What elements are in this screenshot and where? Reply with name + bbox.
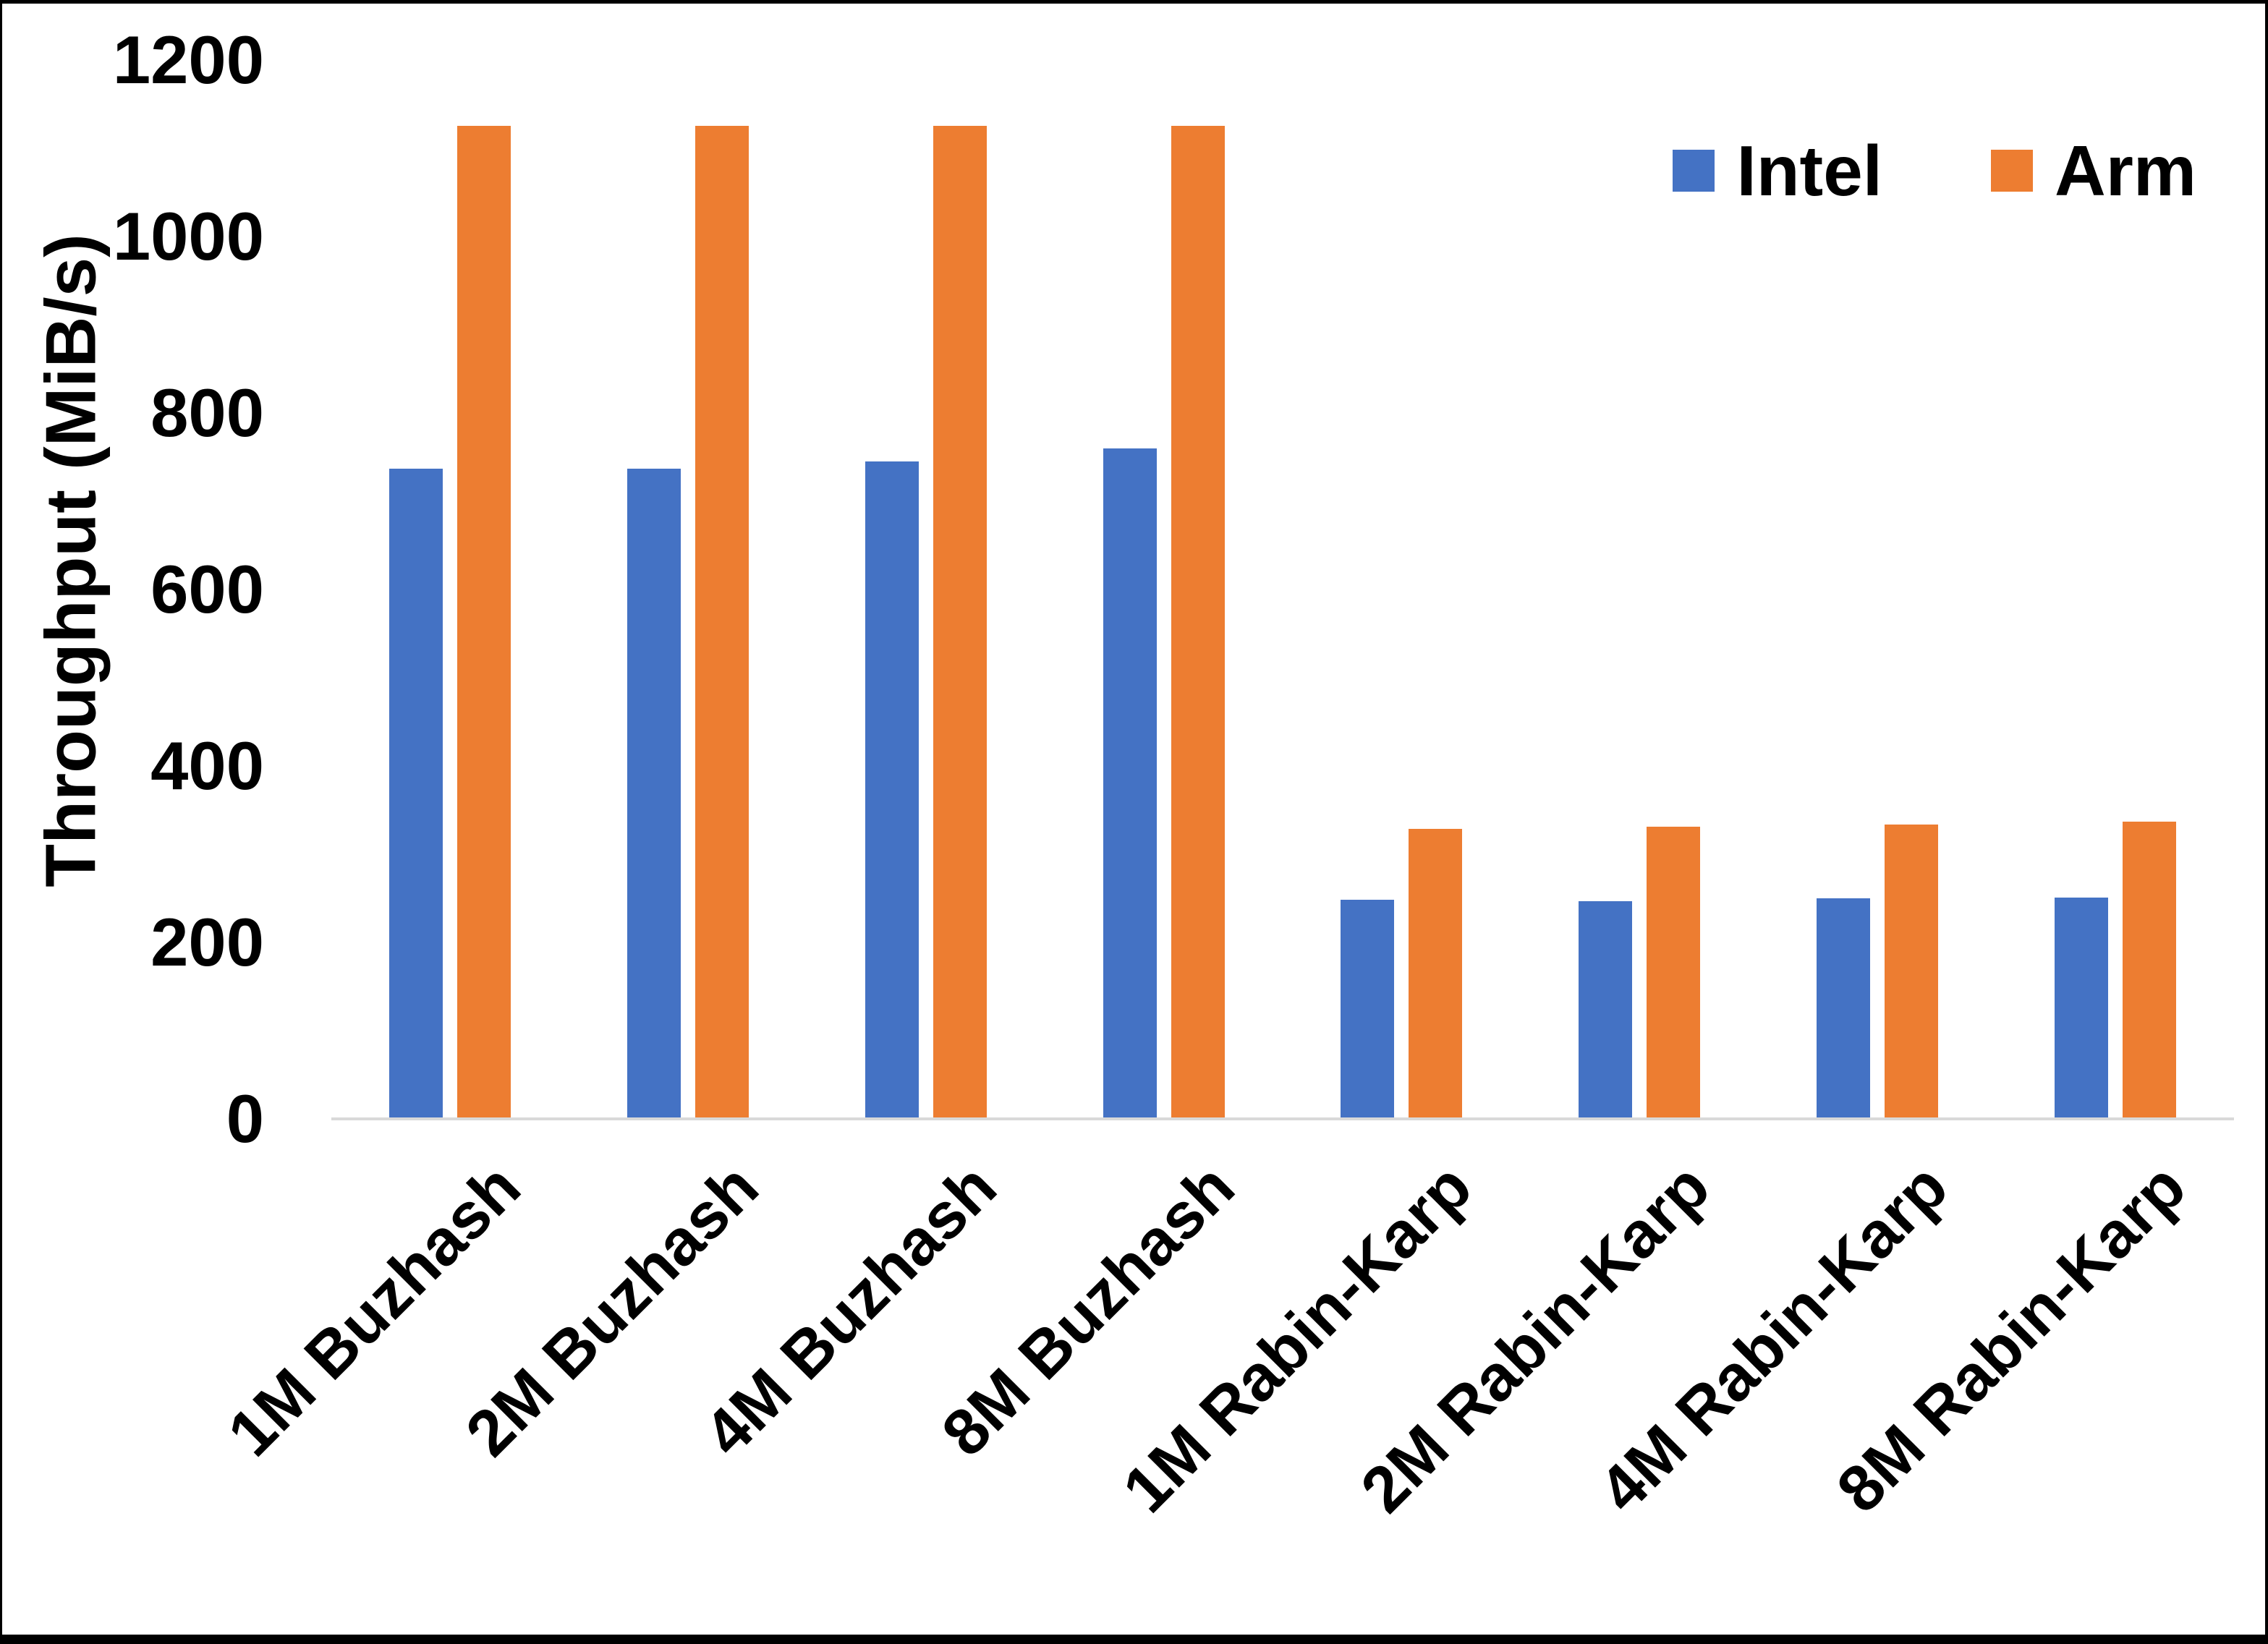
y-tick-label-400: 400 (150, 728, 264, 804)
bar-intel-2m-rabin-karp (1579, 901, 1632, 1119)
y-tick-label-600: 600 (150, 551, 264, 627)
bar-intel-1m-buzhash (389, 469, 443, 1119)
bar-arm-2m-rabin-karp (1647, 827, 1700, 1119)
legend-item-intel: Intel (1673, 135, 1882, 206)
arm-legend-swatch-icon (1990, 150, 2033, 192)
y-tick-label-0: 0 (226, 1081, 264, 1157)
legend-item-arm: Arm (1990, 131, 2196, 210)
bar-arm-2m-buzhash (695, 126, 749, 1119)
bar-arm-8m-rabin-karp (2123, 822, 2176, 1119)
x-axis-line (331, 1117, 2234, 1120)
y-tick-label-200: 200 (150, 904, 264, 980)
bar-arm-1m-rabin-karp (1409, 829, 1462, 1119)
bar-intel-8m-rabin-karp (2055, 898, 2108, 1119)
y-tick-label-1000: 1000 (112, 198, 264, 274)
bar-arm-4m-rabin-karp (1885, 825, 1938, 1119)
bar-arm-8m-buzhash (1171, 126, 1225, 1119)
bar-intel-8m-buzhash (1103, 448, 1157, 1119)
intel-legend-label: Intel (1736, 131, 1882, 210)
legend: Intel Arm (1673, 135, 2196, 206)
bar-intel-2m-buzhash (627, 469, 681, 1119)
bar-intel-4m-buzhash (865, 461, 919, 1119)
y-tick-label-800: 800 (150, 375, 264, 451)
bar-arm-4m-buzhash (933, 126, 987, 1119)
bar-arm-1m-buzhash (457, 126, 511, 1119)
y-tick-label-1200: 1200 (112, 22, 264, 98)
arm-legend-label: Arm (2054, 131, 2196, 210)
bar-intel-4m-rabin-karp (1817, 898, 1870, 1119)
bar-intel-1m-rabin-karp (1341, 900, 1394, 1119)
intel-legend-swatch-icon (1673, 150, 1715, 192)
